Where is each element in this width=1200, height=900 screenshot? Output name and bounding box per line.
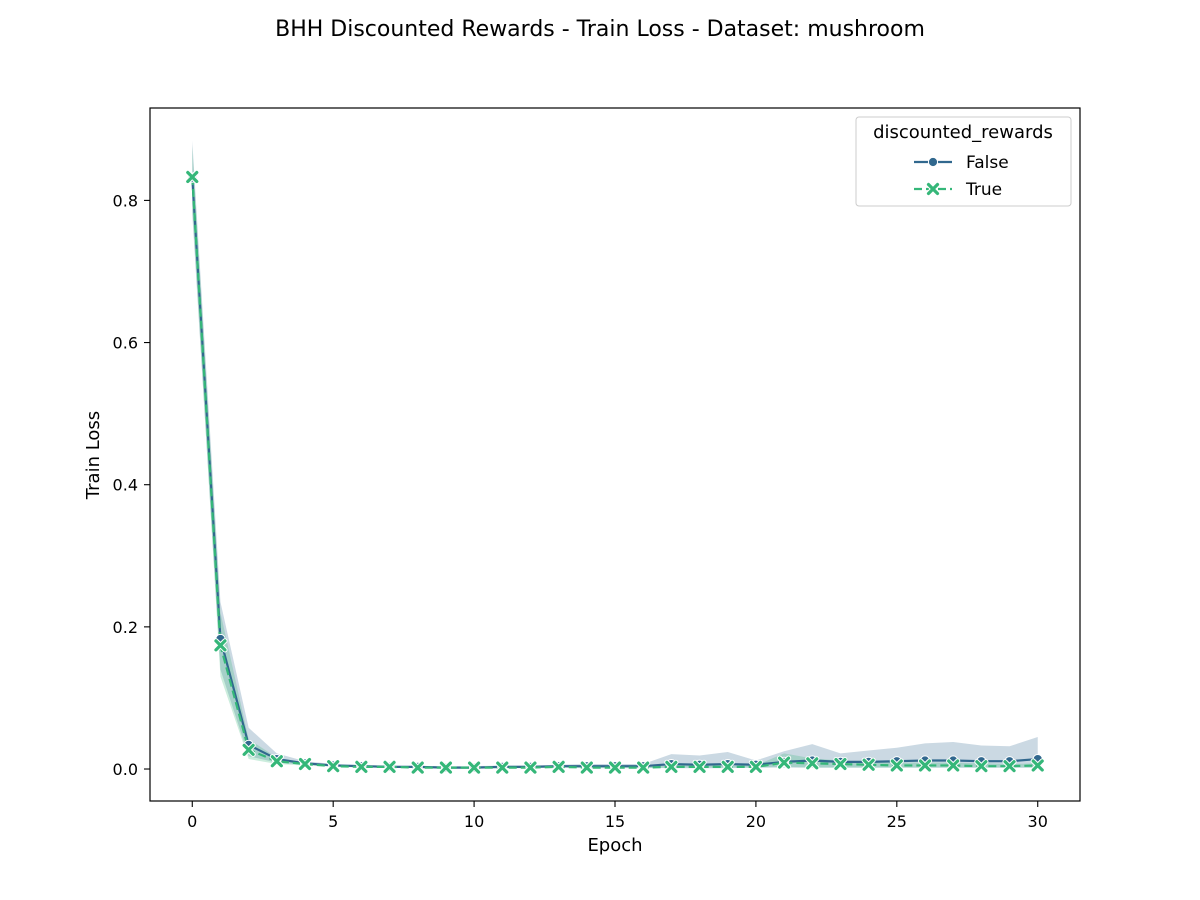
ci-band-false	[192, 140, 1038, 769]
series-lines	[191, 176, 1038, 769]
x-tick-label: 0	[187, 812, 197, 831]
y-tick-label: 0.6	[113, 334, 138, 353]
data-point-true	[213, 638, 228, 653]
x-tick-label: 10	[464, 812, 484, 831]
legend-marker-swatch	[927, 156, 939, 168]
data-point-true	[326, 759, 341, 774]
legend-box	[855, 116, 1072, 207]
y-tick-label: 0.8	[113, 191, 138, 210]
data-point-true	[776, 755, 792, 770]
legend: discounted_rewards False True	[855, 116, 1072, 207]
data-point-true	[720, 759, 735, 774]
x-tick-label: 15	[605, 812, 625, 831]
data-point-true	[382, 759, 397, 774]
x-tick-label: 20	[746, 812, 766, 831]
y-tick-label: 0.0	[113, 760, 138, 779]
data-point-true	[579, 760, 594, 775]
data-point-true	[636, 760, 651, 775]
data-point-true	[410, 760, 425, 775]
data-point-true	[889, 758, 904, 773]
chart-title: BHH Discounted Rewards - Train Loss - Da…	[275, 17, 925, 42]
confidence-bands	[192, 140, 1038, 769]
legend-label: True	[965, 180, 1002, 200]
series-line-false	[191, 177, 1038, 769]
data-point-true	[466, 760, 482, 775]
legend-title: discounted_rewards	[873, 122, 1053, 143]
data-point-true	[241, 742, 256, 757]
x-tick-label: 25	[887, 812, 907, 831]
data-point-true	[805, 756, 820, 771]
data-point-true	[1002, 759, 1017, 774]
legend-label: False	[966, 153, 1009, 173]
data-point-true	[946, 758, 961, 773]
y-tick-label: 0.2	[113, 618, 138, 637]
data-point-true	[861, 757, 876, 772]
series-markers	[185, 169, 1045, 775]
y-axis-label: Train Loss	[83, 411, 104, 500]
data-point-true	[692, 759, 707, 774]
ci-band-true	[192, 146, 1038, 769]
x-axis-label: Epoch	[587, 835, 642, 856]
data-point-true	[974, 759, 989, 774]
plot-area-frame	[149, 107, 1081, 802]
data-point-true	[551, 759, 566, 774]
legend-entry-false: False	[914, 153, 1009, 173]
data-point-true	[523, 760, 538, 775]
y-axis-ticks: 0.0 0.2 0.4 0.6 0.8	[113, 191, 150, 779]
data-point-true	[748, 759, 764, 774]
data-point-true	[664, 759, 679, 774]
data-point-true	[833, 756, 848, 772]
legend-entries: False True	[914, 153, 1009, 200]
data-point-true	[297, 756, 313, 772]
legend-marker-swatch	[925, 181, 941, 197]
data-point-true	[607, 760, 623, 775]
data-point-true	[495, 760, 510, 775]
data-point-true	[1030, 758, 1045, 773]
x-tick-label: 5	[328, 812, 338, 831]
y-tick-label: 0.4	[113, 476, 138, 495]
data-point-true	[438, 760, 454, 775]
data-point-true	[269, 754, 284, 769]
data-point-true	[185, 169, 200, 185]
legend-entry-true: True	[914, 180, 1002, 200]
series-line-true	[191, 176, 1038, 769]
data-point-true	[917, 758, 933, 773]
x-tick-label: 30	[1028, 812, 1048, 831]
x-axis-ticks: 0 5 10 15 20 25 30	[187, 801, 1048, 831]
data-point-true	[354, 759, 369, 774]
